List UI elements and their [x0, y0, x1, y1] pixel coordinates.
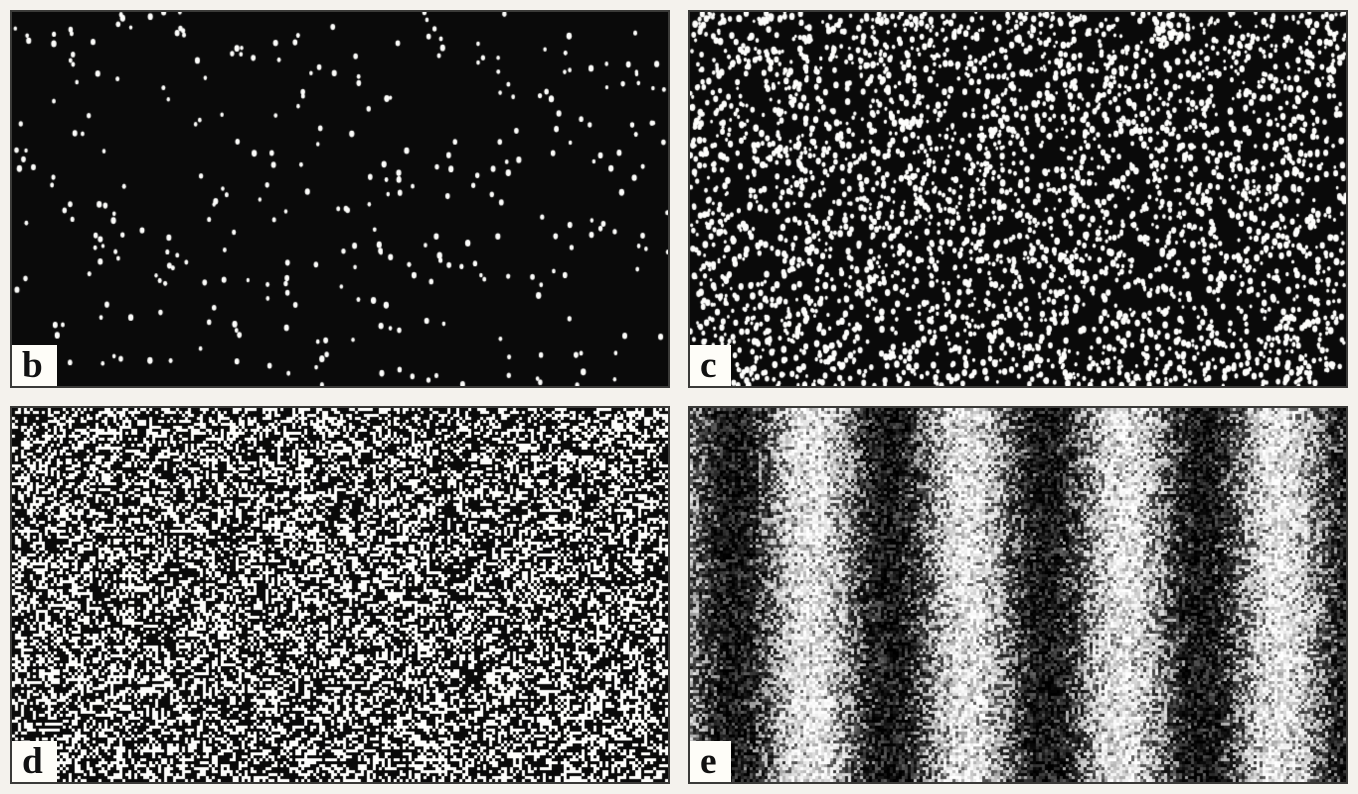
panel-c-label: c [690, 345, 731, 386]
panel-d-label: d [12, 741, 57, 782]
figure-grid: b c d e [0, 0, 1358, 794]
panel-e-canvas [690, 408, 1346, 782]
panel-b-canvas [12, 12, 668, 386]
panel-b: b [10, 10, 670, 388]
panel-e: e [688, 406, 1348, 784]
panel-e-label: e [690, 741, 731, 782]
panel-d: d [10, 406, 670, 784]
panel-d-canvas [12, 408, 668, 782]
panel-c-canvas [690, 12, 1346, 386]
panel-b-label: b [12, 345, 57, 386]
panel-c: c [688, 10, 1348, 388]
